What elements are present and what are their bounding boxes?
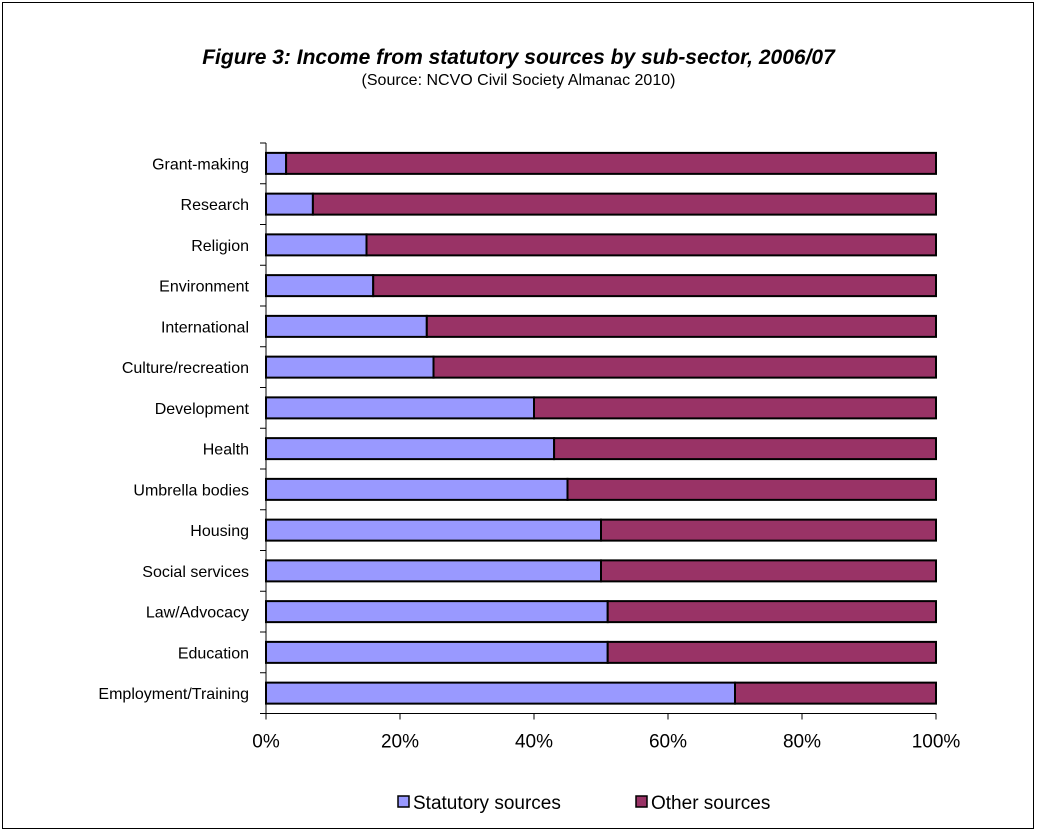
- bar-statutory-11: [265, 600, 609, 624]
- bar-statutory-7: [265, 437, 556, 461]
- chart-title: Figure 3: Income from statutory sources …: [202, 46, 835, 69]
- category-label: Environment: [159, 279, 249, 296]
- x-tick-label: 100%: [912, 732, 961, 753]
- x-tick-label: 60%: [649, 732, 687, 753]
- bars-layer: [265, 151, 938, 705]
- bar-other-12: [606, 640, 937, 664]
- bar-statutory-3: [265, 274, 375, 298]
- bar-other-9: [600, 518, 937, 542]
- bar-statutory-10: [265, 559, 602, 583]
- bar-other-0: [285, 151, 938, 175]
- bar-other-3: [372, 274, 937, 298]
- bar-other-11: [606, 600, 937, 624]
- bar-other-4: [425, 314, 937, 338]
- bar-statutory-5: [265, 355, 435, 379]
- bar-other-7: [553, 437, 937, 461]
- category-label: Employment/Training: [98, 686, 249, 703]
- x-tick-label: 40%: [515, 732, 553, 753]
- bar-statutory-6: [265, 396, 535, 420]
- labels-layer: Grant-making Research Religion Environment I…: [98, 156, 960, 752]
- bar-other-1: [311, 192, 937, 216]
- legend: Statutory sources Other sources: [397, 793, 770, 814]
- bar-statutory-1: [265, 192, 314, 216]
- category-label: Education: [178, 645, 249, 662]
- bar-other-10: [600, 559, 937, 583]
- legend-label-other: Other sources: [651, 793, 770, 814]
- x-tick-label: 0%: [252, 732, 280, 753]
- legend-label-statutory: Statutory sources: [413, 793, 561, 814]
- legend-swatch-other: [635, 795, 648, 808]
- bar-other-2: [365, 233, 937, 257]
- bar-statutory-8: [265, 477, 569, 501]
- category-label: International: [161, 319, 249, 336]
- category-label: Research: [181, 197, 249, 214]
- category-label: Social services: [142, 564, 249, 581]
- category-label: Grant-making: [152, 156, 249, 173]
- category-label: Health: [203, 442, 249, 459]
- category-label: Housing: [190, 523, 249, 540]
- bar-other-5: [432, 355, 937, 379]
- bar-statutory-0: [265, 151, 288, 175]
- bar-other-13: [734, 681, 937, 705]
- category-label: Umbrella bodies: [133, 482, 249, 499]
- bar-statutory-4: [265, 314, 428, 338]
- x-tick-label: 80%: [783, 732, 821, 753]
- category-label: Culture/recreation: [122, 360, 249, 377]
- category-label: Religion: [191, 238, 249, 255]
- bar-statutory-2: [265, 233, 368, 257]
- axes-layer: [260, 142, 937, 720]
- category-label: Development: [155, 401, 250, 418]
- legend-swatch-statutory: [397, 795, 410, 808]
- category-label: Law/Advocacy: [146, 605, 249, 622]
- bar-statutory-9: [265, 518, 602, 542]
- bar-other-6: [533, 396, 937, 420]
- bar-statutory-12: [265, 640, 609, 664]
- chart-subtitle: (Source: NCVO Civil Society Almanac 2010…: [361, 72, 676, 89]
- x-tick-label: 20%: [381, 732, 419, 753]
- bar-other-8: [566, 477, 937, 501]
- bar-statutory-13: [265, 681, 736, 705]
